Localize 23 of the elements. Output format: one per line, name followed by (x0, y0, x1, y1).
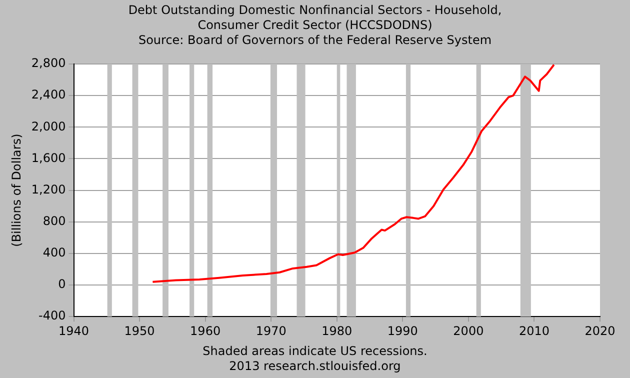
x-tick-label: 1950 (124, 324, 155, 338)
x-tick-label: 1980 (322, 324, 352, 338)
y-axis-title: (Billions of Dollars) (9, 134, 24, 247)
y-tick-label: 2,800 (31, 56, 66, 70)
text: Shaded areas indicate US recessions. (202, 344, 428, 359)
x-tick-label: 2010 (518, 324, 550, 338)
y-tick-label: 2,400 (31, 88, 66, 102)
y-tick-label: 1,200 (31, 182, 66, 196)
x-tick-label: 1940 (58, 324, 90, 338)
y-tick-label: -400 (38, 308, 66, 323)
x-tick-label: 1990 (387, 324, 418, 338)
x-tick-label: 2020 (584, 324, 616, 338)
y-tick-label: 2,000 (31, 119, 66, 134)
x-tick-label: 1970 (256, 324, 286, 338)
y-tick-label: 800 (42, 214, 66, 228)
chart-title: Debt Outstanding Domestic Nonfinancial Sectors - Household, Consumer Credit Sector (HCCSDODNS) (127, 3, 503, 33)
chart-subtitle: Source: Board of Governors of the Federal Reserve System (137, 33, 493, 47)
y-tick-label: 1,600 (31, 150, 66, 165)
y-tick-label: 0 (58, 277, 66, 292)
x-tick-label: 1960 (190, 324, 221, 338)
y-tick-label: 400 (42, 246, 66, 260)
x-tick-label: 2000 (453, 324, 484, 338)
text: 2013 research.stlouisfed.org (228, 359, 402, 374)
